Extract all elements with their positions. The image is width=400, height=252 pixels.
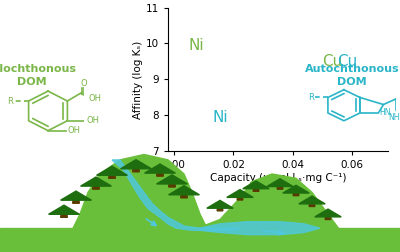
Polygon shape xyxy=(200,222,320,235)
Polygon shape xyxy=(253,188,259,191)
Polygon shape xyxy=(277,186,283,189)
Polygon shape xyxy=(80,177,111,186)
Polygon shape xyxy=(157,172,163,176)
Text: Cu: Cu xyxy=(322,54,343,69)
Text: O: O xyxy=(80,79,87,88)
Y-axis label: Affinity (log Kₛ): Affinity (log Kₛ) xyxy=(133,40,143,118)
Polygon shape xyxy=(133,168,139,172)
Polygon shape xyxy=(145,164,175,173)
Polygon shape xyxy=(192,174,380,252)
Text: OH: OH xyxy=(88,94,101,103)
Text: Allochthonous
DOM: Allochthonous DOM xyxy=(0,65,76,87)
Polygon shape xyxy=(169,183,175,187)
Text: Autochthonous
DOM: Autochthonous DOM xyxy=(305,65,399,87)
Polygon shape xyxy=(97,166,127,175)
Polygon shape xyxy=(93,185,99,189)
Polygon shape xyxy=(315,209,341,217)
Text: Ni: Ni xyxy=(212,110,228,124)
Polygon shape xyxy=(227,190,253,197)
Polygon shape xyxy=(157,175,187,184)
Polygon shape xyxy=(325,216,331,219)
Polygon shape xyxy=(112,160,240,230)
Polygon shape xyxy=(309,203,315,206)
Polygon shape xyxy=(217,208,223,211)
Polygon shape xyxy=(267,179,293,186)
Text: R: R xyxy=(7,97,13,106)
Polygon shape xyxy=(61,191,91,200)
Text: OH: OH xyxy=(67,126,80,135)
Polygon shape xyxy=(0,228,400,252)
Polygon shape xyxy=(73,199,79,203)
Polygon shape xyxy=(61,213,67,217)
Polygon shape xyxy=(207,200,233,208)
Text: OH: OH xyxy=(86,116,100,125)
Polygon shape xyxy=(20,154,240,252)
X-axis label: Capacity (μmol Lₛ·mg C⁻¹): Capacity (μmol Lₛ·mg C⁻¹) xyxy=(210,173,346,183)
Polygon shape xyxy=(299,196,325,204)
Text: R: R xyxy=(308,93,314,102)
Text: NH₂: NH₂ xyxy=(389,113,400,122)
Polygon shape xyxy=(109,175,115,178)
Polygon shape xyxy=(49,205,79,214)
Polygon shape xyxy=(121,160,152,169)
Text: Ni: Ni xyxy=(189,38,204,53)
Polygon shape xyxy=(293,193,299,196)
Polygon shape xyxy=(169,186,200,195)
Polygon shape xyxy=(283,185,309,193)
Polygon shape xyxy=(237,197,243,200)
Text: HN: HN xyxy=(379,108,391,117)
Polygon shape xyxy=(181,194,187,198)
Polygon shape xyxy=(243,181,269,189)
Text: Cu: Cu xyxy=(338,54,358,69)
